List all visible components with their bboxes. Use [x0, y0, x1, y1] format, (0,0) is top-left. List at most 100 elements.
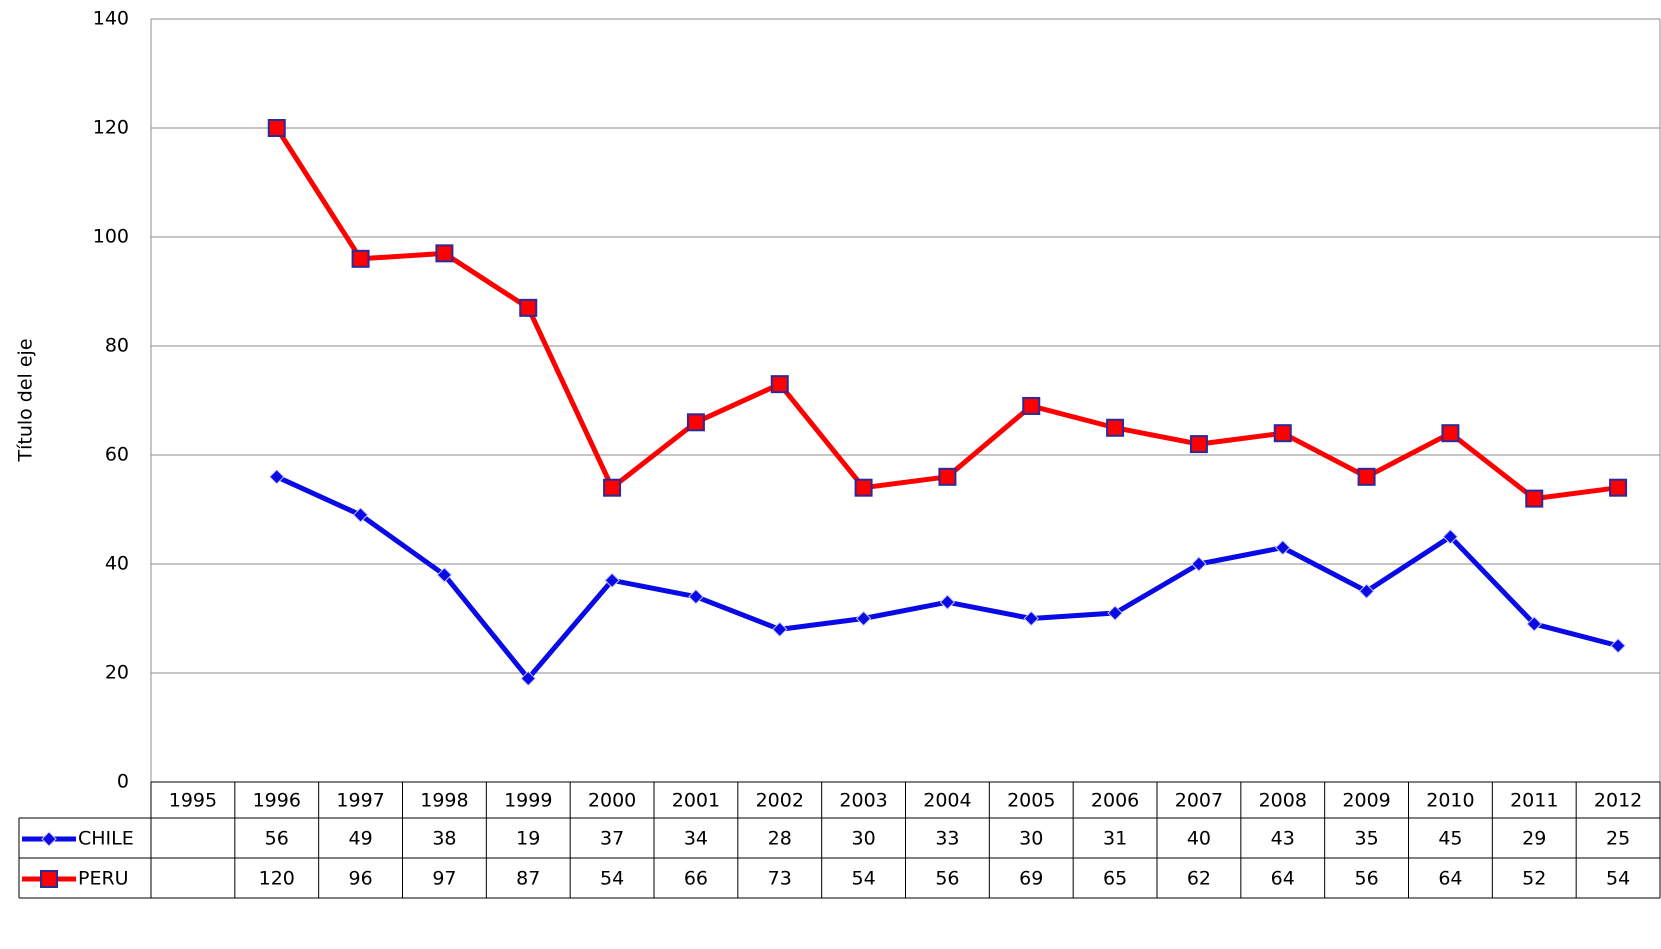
- table-value: 54: [851, 868, 875, 890]
- table-value: 34: [684, 828, 708, 850]
- table-value: 64: [1271, 868, 1295, 890]
- marker: [41, 831, 57, 847]
- y-tick-label: 140: [93, 8, 129, 30]
- marker: [603, 478, 622, 497]
- marker: [1526, 616, 1542, 632]
- marker: [855, 610, 872, 627]
- marker: [40, 870, 58, 888]
- table-value: 56: [265, 828, 289, 850]
- x-tick-label: 1996: [253, 790, 301, 812]
- table-value: 19: [516, 828, 540, 850]
- marker: [1442, 529, 1459, 545]
- x-tick-label: 2009: [1342, 790, 1390, 812]
- y-tick-label: 60: [105, 444, 129, 466]
- table-value: 54: [1606, 868, 1630, 890]
- marker: [1273, 424, 1292, 443]
- x-tick-label: 2006: [1091, 790, 1139, 812]
- table-value: 37: [600, 828, 624, 850]
- marker: [854, 478, 873, 497]
- y-tick-label: 20: [105, 662, 129, 684]
- table-value: 33: [935, 828, 959, 850]
- table-value: 45: [1438, 828, 1462, 850]
- x-tick-label: 2005: [1007, 790, 1055, 812]
- x-tick-label: 2003: [839, 790, 887, 812]
- marker: [1023, 610, 1039, 627]
- table-value: 29: [1522, 828, 1546, 850]
- table-value: 54: [600, 868, 624, 890]
- marker: [1106, 418, 1125, 437]
- marker: [1107, 605, 1123, 621]
- marker: [939, 594, 956, 610]
- marker: [435, 244, 454, 263]
- y-tick-label: 80: [105, 335, 129, 357]
- series-line: [274, 126, 1619, 502]
- x-tick-label: 1999: [504, 790, 552, 812]
- marker: [1191, 556, 1207, 572]
- table-value: 120: [259, 868, 295, 890]
- series-line: [275, 474, 1619, 681]
- table-value: 35: [1354, 828, 1378, 850]
- marker: [1357, 467, 1376, 486]
- legend-label: CHILE: [78, 828, 134, 850]
- marker: [269, 469, 285, 485]
- x-tick-label: 2010: [1426, 790, 1474, 812]
- marker: [352, 507, 369, 523]
- table-value: 65: [1103, 868, 1127, 890]
- x-tick-label: 1998: [420, 790, 468, 812]
- marker: [267, 119, 286, 137]
- table-value: 66: [684, 868, 708, 890]
- marker: [1275, 539, 1291, 556]
- table-value: 87: [516, 868, 540, 890]
- table-value: 56: [1354, 868, 1378, 890]
- marker: [1358, 583, 1375, 599]
- marker: [688, 588, 704, 605]
- table-value: 40: [1187, 828, 1211, 850]
- marker: [1610, 638, 1626, 654]
- x-tick-label: 1997: [336, 790, 384, 812]
- table-value: 30: [1019, 828, 1043, 850]
- y-tick-label: 40: [105, 553, 129, 575]
- x-tick-label: 2008: [1259, 790, 1307, 812]
- table-value: 97: [432, 868, 456, 890]
- marker: [1441, 424, 1460, 443]
- table-value: 69: [1019, 868, 1043, 890]
- table-value: 56: [935, 868, 959, 890]
- marker: [772, 621, 788, 638]
- marker: [938, 467, 957, 486]
- x-tick-label: 2001: [672, 790, 720, 812]
- table-value: 49: [348, 828, 372, 850]
- table-value: 31: [1103, 828, 1127, 850]
- table-value: 43: [1271, 828, 1295, 850]
- marker: [519, 298, 538, 317]
- table-value: 38: [432, 828, 456, 850]
- marker: [1189, 435, 1208, 454]
- marker: [604, 572, 620, 589]
- marker: [436, 567, 453, 583]
- x-tick-label: 1995: [169, 790, 217, 812]
- table-value: 25: [1606, 828, 1630, 850]
- marker: [351, 249, 370, 268]
- x-tick-label: 2002: [756, 790, 804, 812]
- marker: [1609, 478, 1628, 497]
- table-value: 64: [1438, 868, 1462, 890]
- table-value: 96: [348, 868, 372, 890]
- y-axis-title: Título del eje: [15, 338, 37, 462]
- y-tick-label: 100: [93, 226, 129, 248]
- x-tick-label: 2000: [588, 790, 636, 812]
- table-value: 30: [851, 828, 875, 850]
- x-tick-label: 2012: [1594, 790, 1642, 812]
- marker: [770, 375, 789, 394]
- marker: [520, 670, 536, 687]
- x-tick-label: 2011: [1510, 790, 1558, 812]
- marker: [1022, 396, 1041, 415]
- table-value: 62: [1187, 868, 1211, 890]
- x-tick-label: 2007: [1175, 790, 1223, 812]
- y-tick-label: 120: [93, 117, 129, 139]
- table-value: 28: [768, 828, 792, 850]
- marker: [686, 413, 705, 432]
- y-tick-label: 0: [117, 771, 129, 793]
- marker: [1525, 489, 1544, 508]
- table-value: 73: [768, 868, 792, 890]
- table-value: 52: [1522, 868, 1546, 890]
